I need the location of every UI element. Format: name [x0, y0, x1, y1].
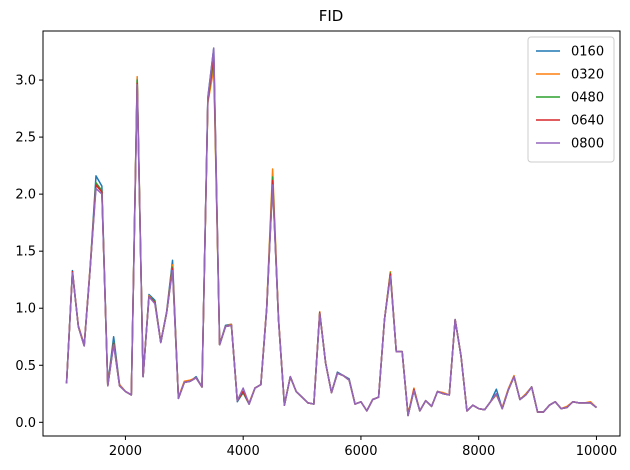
x-tick-label: 10000 — [576, 444, 617, 459]
y-tick-label: 2.0 — [15, 188, 36, 203]
y-tick-label: 0.5 — [15, 359, 36, 374]
y-tick-label: 0.0 — [15, 416, 36, 431]
legend-label-0480: 0480 — [571, 91, 604, 106]
x-tick-label: 6000 — [344, 444, 377, 459]
series-line-0640 — [65, 54, 597, 417]
y-tick-label: 1.5 — [15, 245, 36, 260]
series-line-0160 — [65, 47, 597, 417]
series-layer — [65, 47, 597, 417]
chart-title: FID — [319, 7, 344, 25]
legend-box — [527, 36, 615, 163]
series-line-0800 — [65, 47, 597, 417]
x-tick-label: 8000 — [462, 444, 495, 459]
legend-label-0640: 0640 — [571, 114, 604, 129]
plot-frame — [42, 30, 621, 437]
legend-label-0320: 0320 — [571, 68, 604, 83]
y-axis: 0.0 0.5 1.0 1.5 2.0 2.5 3.0 — [15, 74, 43, 431]
legend-label-0160: 0160 — [571, 45, 604, 60]
x-tick-label: 4000 — [227, 444, 260, 459]
y-tick-label: 2.5 — [15, 131, 36, 146]
x-tick-label: 2000 — [109, 444, 142, 459]
series-line-0320 — [65, 67, 597, 416]
x-axis: 2000 4000 6000 8000 10000 — [109, 436, 617, 459]
y-tick-label: 1.0 — [15, 302, 36, 317]
legend-label-0800: 0800 — [571, 137, 604, 152]
series-line-0480 — [65, 58, 597, 417]
y-tick-label: 3.0 — [15, 74, 36, 89]
legend: 0160 0320 0480 0640 0800 — [527, 36, 615, 163]
